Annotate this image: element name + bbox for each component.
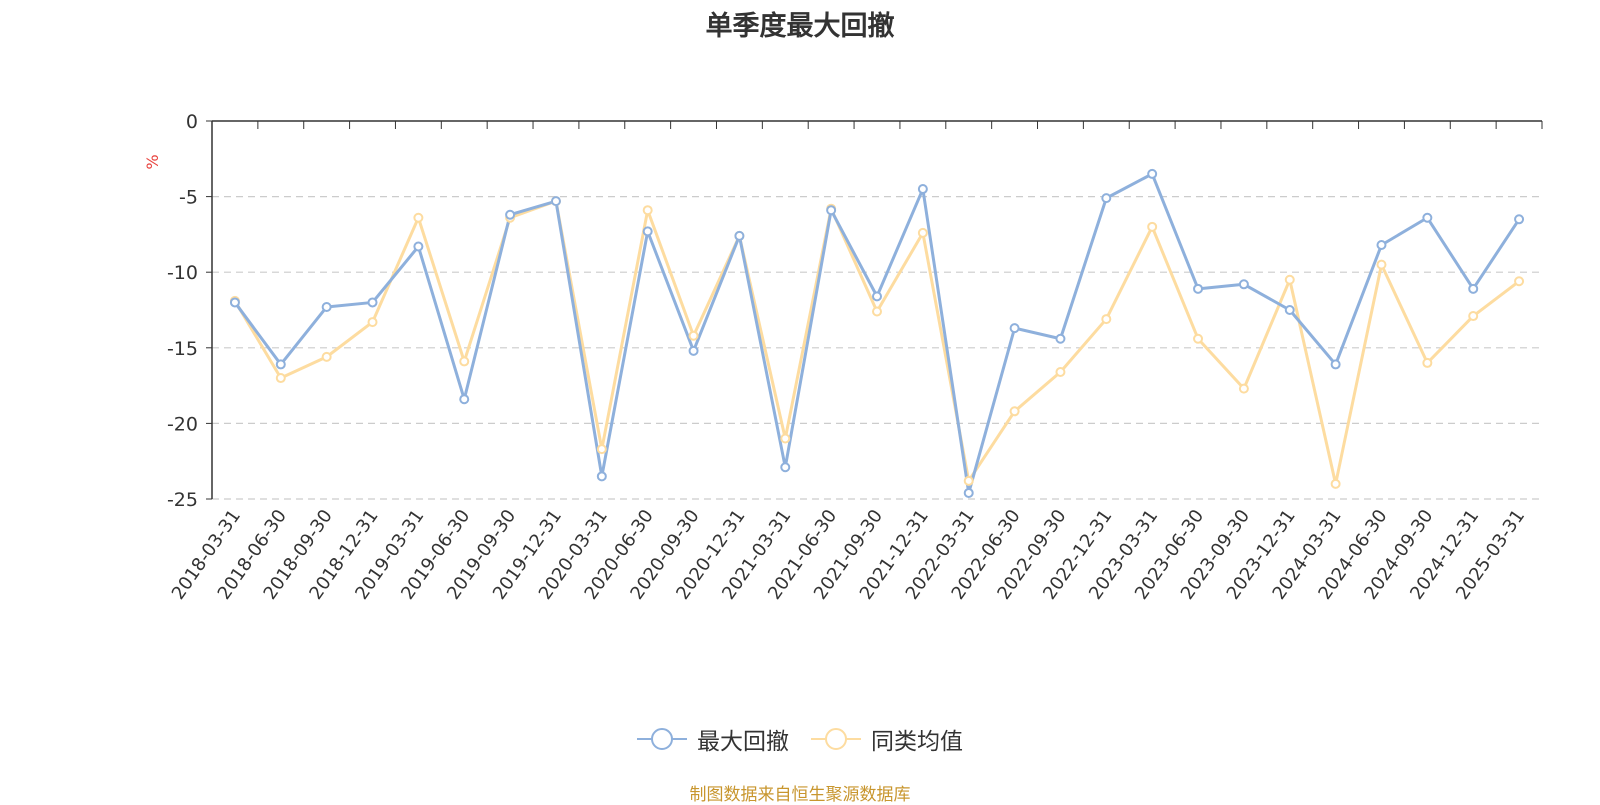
data-point[interactable] [1238, 279, 1249, 290]
legend-marker-peer-average-icon [811, 728, 861, 750]
data-point[interactable] [1376, 259, 1387, 270]
legend-marker-max-drawdown-icon [637, 728, 687, 750]
data-point[interactable] [1514, 276, 1525, 287]
data-point[interactable] [872, 291, 882, 302]
data-point[interactable] [596, 471, 607, 482]
data-point[interactable] [1284, 274, 1295, 285]
data-point[interactable] [413, 212, 424, 223]
data-point[interactable] [1330, 478, 1341, 489]
chart-title: 单季度最大回撤 [705, 11, 895, 42]
data-point[interactable] [1468, 283, 1479, 294]
y-tick-label: -25 [167, 489, 198, 511]
data-point[interactable] [1101, 314, 1112, 325]
data-point[interactable] [1055, 333, 1066, 344]
data-point[interactable] [688, 330, 699, 341]
data-point[interactable] [229, 297, 240, 308]
y-tick-label: -10 [167, 262, 198, 284]
data-point[interactable] [550, 196, 561, 207]
data-point[interactable] [367, 317, 378, 328]
data-point[interactable] [1330, 359, 1341, 370]
legend-item-peer-average[interactable]: 同类均值 [811, 722, 963, 756]
data-point[interactable] [1147, 168, 1158, 179]
data-point[interactable] [459, 394, 470, 405]
data-point[interactable] [780, 462, 791, 473]
legend: 最大回撤 同类均值 [0, 722, 1600, 756]
y-tick-label: -15 [167, 338, 198, 360]
data-point[interactable] [734, 230, 745, 241]
data-point[interactable] [596, 444, 607, 455]
data-point[interactable] [872, 306, 882, 317]
data-point[interactable] [459, 356, 470, 367]
data-point[interactable] [1238, 383, 1249, 394]
data-point[interactable] [963, 487, 974, 498]
legend-item-max-drawdown[interactable]: 最大回撤 [637, 722, 789, 756]
data-point[interactable] [367, 297, 378, 308]
data-point[interactable] [1055, 366, 1066, 377]
data-point[interactable] [780, 433, 791, 444]
y-tick-label: -5 [179, 187, 198, 209]
source-note: 制图数据来自恒生聚源数据库 [689, 785, 911, 805]
data-point[interactable] [1009, 323, 1020, 334]
data-point[interactable] [688, 345, 699, 356]
data-point[interactable] [321, 301, 332, 312]
y-axis-unit-label: % [143, 154, 162, 169]
data-point[interactable] [917, 227, 928, 238]
legend-label-peer-average: 同类均值 [871, 729, 963, 755]
data-point[interactable] [275, 373, 286, 384]
data-point[interactable] [1193, 283, 1204, 294]
data-point[interactable] [642, 226, 653, 237]
data-point[interactable] [1147, 221, 1158, 232]
y-tick-label: 0 [186, 111, 198, 133]
data-point[interactable] [1376, 239, 1387, 250]
data-point[interactable] [1101, 193, 1112, 204]
data-point[interactable] [826, 205, 837, 216]
data-point[interactable] [963, 475, 974, 486]
data-point[interactable] [1009, 406, 1020, 417]
data-point[interactable] [642, 205, 653, 216]
legend-label-max-drawdown: 最大回撤 [697, 729, 789, 755]
data-point[interactable] [1422, 212, 1433, 223]
data-point[interactable] [1193, 333, 1204, 344]
y-tick-label: -20 [167, 413, 198, 435]
data-point[interactable] [1284, 305, 1295, 315]
data-point[interactable] [275, 359, 286, 370]
series-line [233, 199, 1520, 486]
data-point[interactable] [321, 351, 332, 362]
data-point[interactable] [1514, 214, 1525, 225]
data-point[interactable] [1468, 311, 1479, 322]
data-point[interactable] [1422, 357, 1433, 368]
data-point[interactable] [505, 209, 516, 220]
data-point[interactable] [413, 241, 424, 252]
data-point[interactable] [917, 184, 928, 195]
